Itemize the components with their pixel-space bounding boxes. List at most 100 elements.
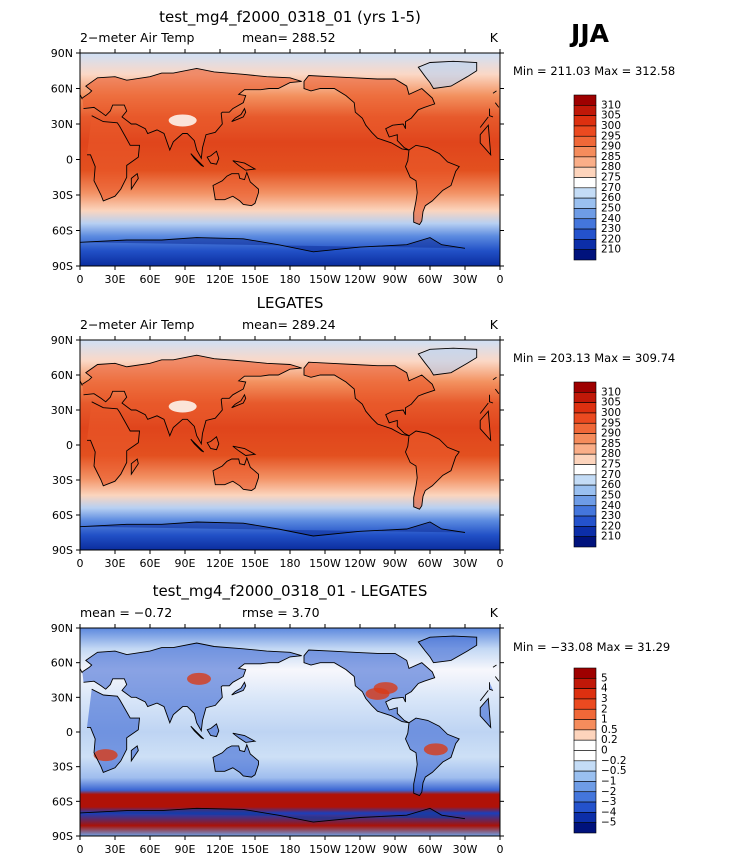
colorbar-label: 275 (601, 172, 621, 184)
panel-minmax-label: Min = 203.13 Max = 309.74 (513, 351, 675, 365)
lon-tick-label: 60W (418, 557, 443, 570)
lon-tick-label: 60E (140, 843, 161, 856)
lon-tick-label: 60E (140, 557, 161, 570)
anomaly-patch (365, 687, 390, 700)
lat-tick-label: 60S (52, 509, 73, 522)
colorbar-label: 305 (601, 397, 621, 409)
colorbar-label: 270 (601, 469, 621, 481)
lon-tick-label: 60W (418, 273, 443, 286)
colorbar-box (573, 750, 597, 762)
colorbar-box (573, 801, 597, 813)
colorbar-box (573, 484, 597, 496)
colorbar-label: −1 (601, 775, 616, 787)
colorbar-label: 250 (601, 489, 621, 501)
colorbar-label: 280 (601, 448, 621, 460)
lon-tick-label: 60E (140, 273, 161, 286)
land-fill (207, 151, 219, 165)
land-fill (304, 362, 435, 436)
land-fill (80, 522, 465, 536)
lon-tick-label: 0 (77, 557, 84, 570)
colorbar-box (573, 698, 597, 710)
land-fill (82, 355, 499, 444)
land-fill (304, 650, 435, 723)
colorbar-box (573, 515, 597, 527)
colorbar-label: 275 (601, 459, 621, 471)
colorbar-box (573, 822, 597, 834)
lon-tick-label: 150E (241, 273, 269, 286)
lat-tick-label: 30S (52, 474, 73, 487)
panel-left-label: 2−meter Air Temp (80, 30, 195, 45)
land-fill (405, 718, 460, 796)
lon-tick-label: 30E (105, 843, 126, 856)
lon-tick-label: 90E (175, 843, 196, 856)
season-label: JJA (569, 19, 610, 48)
coastline (231, 393, 247, 409)
lat-tick-label: 60S (52, 795, 73, 808)
lat-tick-label: 30S (52, 189, 73, 202)
coastline (405, 717, 460, 797)
land-masses (80, 61, 499, 252)
colorbar-label: 260 (601, 192, 621, 204)
colorbar-box (573, 678, 597, 689)
lat-tick-label: 30N (51, 404, 73, 417)
colorbar-box (573, 105, 597, 116)
colorbar-label: 220 (601, 520, 621, 532)
colorbar-label: 310 (601, 386, 621, 398)
coastline (80, 237, 466, 253)
anomaly-patch (423, 743, 448, 756)
colorbar-box (573, 812, 597, 823)
lon-tick-label: 30E (105, 557, 126, 570)
lat-tick-label: 90S (52, 544, 73, 557)
coastline (80, 521, 466, 537)
lon-tick-label: 90E (175, 557, 196, 570)
map-field (80, 628, 500, 836)
colorbar-box (573, 177, 597, 189)
land-fill (232, 733, 255, 743)
panel-difference: test_mg4_f2000_0318_01 - LEGATES mean = −… (51, 582, 670, 856)
colorbar-label: 220 (601, 233, 621, 245)
colorbar-box (573, 228, 597, 240)
tibet-cold-patch (168, 400, 197, 413)
coastline (232, 732, 257, 743)
coastline (303, 649, 436, 724)
coastline (190, 725, 205, 740)
land-fill (304, 75, 435, 150)
colorbar-box (573, 433, 597, 445)
colorbar-label: 290 (601, 141, 621, 153)
lon-tick-label: 120E (206, 273, 234, 286)
colorbar-box (573, 218, 597, 230)
panel-center-label: rmse = 3.70 (242, 605, 320, 620)
colorbar-label: 270 (601, 182, 621, 194)
land-fill (232, 160, 255, 171)
colorbar-box (573, 505, 597, 517)
colorbar-box (573, 739, 597, 751)
panel-model: test_mg4_f2000_0318_01 (yrs 1-5) 2−meter … (51, 8, 675, 286)
colorbar-box (573, 187, 597, 199)
colorbar-box (573, 125, 597, 137)
colorbar-label: 250 (601, 202, 621, 214)
colorbar-label: 240 (601, 213, 621, 225)
lon-tick-label: 0 (497, 843, 504, 856)
colorbar-label: 230 (601, 223, 621, 235)
lat-tick-label: 90N (51, 334, 73, 347)
colorbar-label: 300 (601, 407, 621, 419)
panel-title: test_mg4_f2000_0318_01 (yrs 1-5) (159, 8, 421, 27)
coastline (417, 347, 478, 376)
lat-tick-label: 0 (66, 726, 73, 739)
lon-tick-label: 150E (241, 557, 269, 570)
colorbar-box (573, 453, 597, 465)
coastline (190, 438, 205, 453)
coastlines (80, 347, 500, 537)
lat-tick-label: 0 (66, 439, 73, 452)
colorbar-box (573, 412, 597, 424)
land-fill (213, 744, 259, 778)
lon-tick-label: 60W (418, 843, 443, 856)
lon-tick-label: 180 (280, 273, 301, 286)
panel-units-label: K (490, 605, 499, 620)
colorbar-box (573, 146, 597, 158)
lat-tick-label: 90S (52, 830, 73, 843)
panel-center-label: mean= 288.52 (242, 30, 336, 45)
coastline (405, 144, 460, 226)
colorbar-label: 295 (601, 417, 621, 429)
